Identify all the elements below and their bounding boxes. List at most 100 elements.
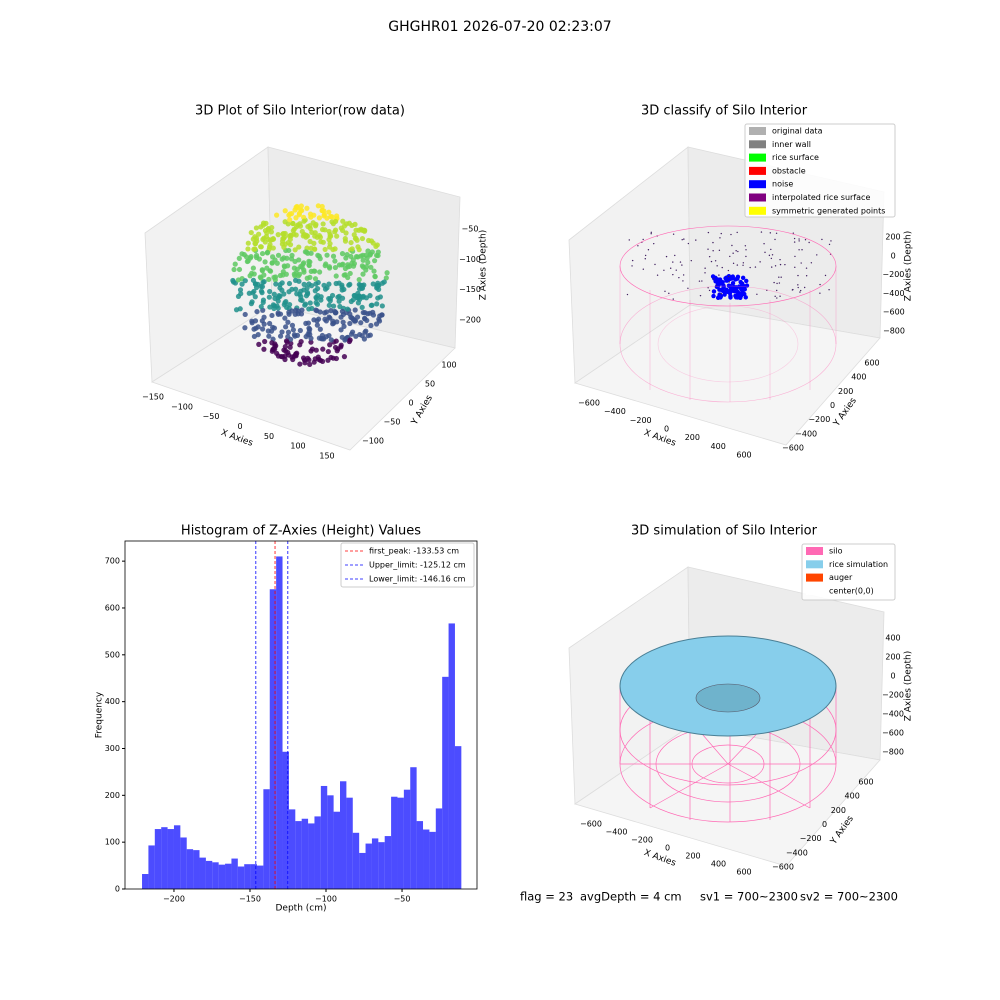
point-cloud-dot (315, 354, 321, 360)
grid-dot (674, 254, 676, 257)
legend-label: first_peak: -133.53 cm (369, 547, 459, 556)
legend-box (744, 123, 896, 218)
point-cloud-dot (307, 259, 313, 265)
point-cloud-dot (285, 319, 291, 325)
grid-dot (727, 269, 730, 272)
point-cloud-dot (318, 336, 325, 342)
point-cloud-dot (311, 268, 317, 274)
histogram-bar (301, 818, 309, 889)
point-cloud-dot (264, 230, 270, 236)
grid-dot (797, 274, 799, 277)
point-cloud-dot (258, 303, 264, 310)
point-cloud-dot (312, 288, 318, 294)
histogram-bar (359, 852, 366, 889)
histogram-bar (365, 843, 372, 889)
histogram-bar (346, 797, 353, 889)
point-cloud-dot (347, 320, 353, 327)
point-cloud-dot (363, 264, 370, 270)
point-cloud-dot (266, 294, 272, 300)
point-cloud-dot (302, 302, 308, 308)
x-tick-label: 150 (319, 452, 334, 461)
point-cloud-dot (242, 325, 248, 331)
grid-dot (798, 240, 800, 242)
histogram-bar (403, 789, 411, 889)
point-cloud-dot (326, 302, 332, 308)
z-tick-label: −600 (882, 729, 904, 738)
point-cloud-dot (301, 218, 307, 224)
noise-dot (739, 281, 745, 286)
noise-dot (744, 278, 749, 284)
point-cloud-dot (275, 305, 281, 311)
point-cloud-dot (316, 215, 322, 221)
z-tick-label: 200 (885, 653, 900, 662)
x-tick-label: −150 (142, 393, 164, 402)
grid-dot (779, 258, 781, 261)
legend-label: auger (829, 573, 853, 582)
point-cloud-dot (291, 265, 297, 271)
histogram-bar (327, 795, 334, 889)
x-tick-label: −50 (394, 895, 411, 904)
point-cloud-dot (348, 298, 354, 305)
point-cloud-dot (287, 217, 293, 223)
point-cloud-dot (371, 268, 377, 274)
point-cloud-dot (318, 297, 324, 303)
legend-label: silo (829, 547, 843, 556)
point-cloud-dot (340, 218, 346, 224)
histogram-bar (352, 832, 360, 889)
point-cloud-dot (247, 273, 253, 279)
point-cloud-dot (245, 246, 251, 252)
point-cloud-dot (258, 224, 264, 230)
grid-dot (682, 280, 684, 282)
grid-dot (810, 262, 813, 264)
point-cloud-dot (246, 290, 252, 296)
point-cloud-dot (339, 308, 346, 314)
point-cloud-dot (361, 336, 367, 342)
legend-label: original data (772, 127, 823, 136)
point-cloud-dot (363, 252, 369, 258)
point-cloud-dot (357, 331, 363, 338)
point-cloud-dot (266, 276, 272, 283)
point-cloud-dot (293, 215, 299, 221)
point-cloud-dot (291, 332, 297, 338)
point-cloud-dot (347, 281, 353, 287)
point-cloud-dot (262, 338, 268, 345)
point-cloud-dot (352, 293, 358, 299)
point-cloud-dot (320, 239, 326, 245)
point-cloud-dot (332, 308, 338, 314)
point-cloud-dot (333, 273, 339, 279)
point-cloud-dot (270, 254, 276, 260)
grid-dot (792, 288, 794, 291)
point-cloud-dot (273, 281, 279, 287)
point-cloud-dot (356, 247, 362, 253)
point-cloud-dot (379, 303, 385, 309)
point-cloud-dot (353, 254, 360, 260)
point-cloud-dot (322, 246, 328, 253)
point-cloud-dot (286, 309, 292, 315)
grid-dot (805, 267, 808, 269)
grid-dot (672, 298, 674, 300)
point-cloud-dot (242, 311, 248, 318)
point-cloud-dot (332, 227, 339, 233)
grid-dot (773, 281, 775, 284)
y-tick-label: 100 (441, 361, 456, 370)
x-tick-label: −200 (631, 836, 653, 845)
grid-dot (728, 281, 731, 283)
grid-dot (718, 274, 720, 276)
y-tick-label: 700 (105, 557, 120, 566)
histogram-bar (250, 864, 257, 889)
x-tick-label: 50 (264, 432, 274, 441)
point-cloud-dot (251, 271, 257, 277)
x-tick-label: 0 (664, 425, 669, 434)
histogram-bar (410, 767, 417, 889)
point-cloud-dot (330, 253, 337, 259)
point-cloud-dot (304, 289, 311, 296)
point-cloud-dot (360, 271, 366, 277)
histogram-bar (288, 809, 296, 889)
point-cloud-dot (356, 277, 362, 283)
point-cloud-dot (373, 321, 380, 327)
silo-classify-wireframe (619, 225, 837, 403)
point-cloud-dot (282, 208, 288, 214)
point-cloud-dot (298, 203, 304, 209)
point-cloud-dot (256, 341, 262, 347)
grid-dot (707, 287, 709, 289)
